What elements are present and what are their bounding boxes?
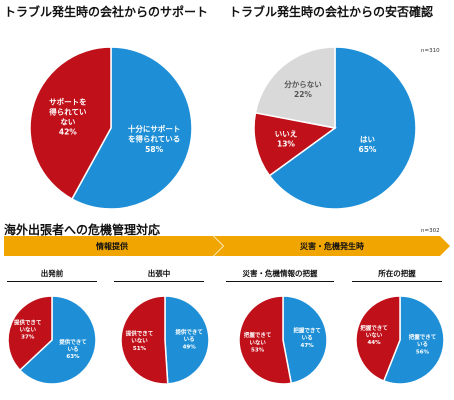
phase-arrows: 情報提供 災害・危機発生時 xyxy=(4,236,450,256)
phase-label-info: 情報提供 xyxy=(95,241,128,251)
pie-depart-label-0: 提供できている 63% xyxy=(59,338,87,360)
pie-during-label-1: 提供できていない 51% xyxy=(126,330,154,352)
mgmt-title: 海外出張者への危機管理対応 xyxy=(4,223,161,237)
pie-during-slice-1 xyxy=(120,295,169,385)
pie-safety-slice-0 xyxy=(268,46,417,210)
subtitle-during-underline xyxy=(114,281,204,282)
pie-depart-slice-0 xyxy=(18,295,97,385)
subtitle-depart: 出発前 xyxy=(40,269,64,278)
subtitle-depart-underline xyxy=(7,281,97,282)
pie-support-label-1: サポートを得られていない 42% xyxy=(48,96,87,136)
pie-location-slice-0 xyxy=(382,295,445,385)
pie-location-label-1: 把握できていない 44% xyxy=(360,324,388,346)
pie-support-slice-1 xyxy=(29,46,112,201)
pie-support-label-0: 十分にサポートを得られている 58% xyxy=(128,124,181,154)
pie-support-slice-0 xyxy=(70,46,193,210)
subtitle-crisis-info-underline xyxy=(226,281,334,282)
pie-crisis-info-label-0: 把握できている 47% xyxy=(293,326,321,348)
pie-safety-label-0: はい 65% xyxy=(359,135,377,154)
subtitle-crisis-info: 災害・危機情報の把握 xyxy=(242,269,318,278)
pie-depart-slice-1 xyxy=(7,295,53,372)
pie-location-slice-1 xyxy=(355,295,401,382)
pie-crisis-info-slice-0 xyxy=(282,295,328,385)
pie-safety-slice-2 xyxy=(254,46,336,129)
pie-during-slice-0 xyxy=(164,295,210,385)
top-sample-size: n=310 xyxy=(421,48,440,54)
pie-location-label-0: 把握できている 56% xyxy=(409,333,437,355)
subtitle-during: 出張中 xyxy=(147,269,171,278)
bottom-sample-size: n=302 xyxy=(421,228,440,234)
pie-depart-label-1: 提供できていない 37% xyxy=(14,318,42,340)
subtitle-location: 所在の把握 xyxy=(378,269,416,278)
phase-arrow-info xyxy=(4,236,223,256)
pie-safety-label-2: 分からない 22% xyxy=(284,79,322,99)
pie-crisis-info-slice-1 xyxy=(238,295,293,385)
subtitle-location-underline xyxy=(352,281,442,282)
support-title: トラブル発生時の会社からのサポート xyxy=(4,5,209,19)
phase-arrow-disaster xyxy=(214,236,450,256)
pie-safety-slice-1 xyxy=(253,111,337,177)
pie-crisis-info-label-1: 把握できていない 53% xyxy=(244,331,272,353)
pie-during-label-0: 提供できている 49% xyxy=(175,328,203,350)
phase-label-disaster: 災害・危機発生時 xyxy=(299,241,364,251)
pie-safety-label-1: いいえ 13% xyxy=(275,130,298,149)
safety-title: トラブル発生時の会社からの安否確認 xyxy=(229,5,434,19)
